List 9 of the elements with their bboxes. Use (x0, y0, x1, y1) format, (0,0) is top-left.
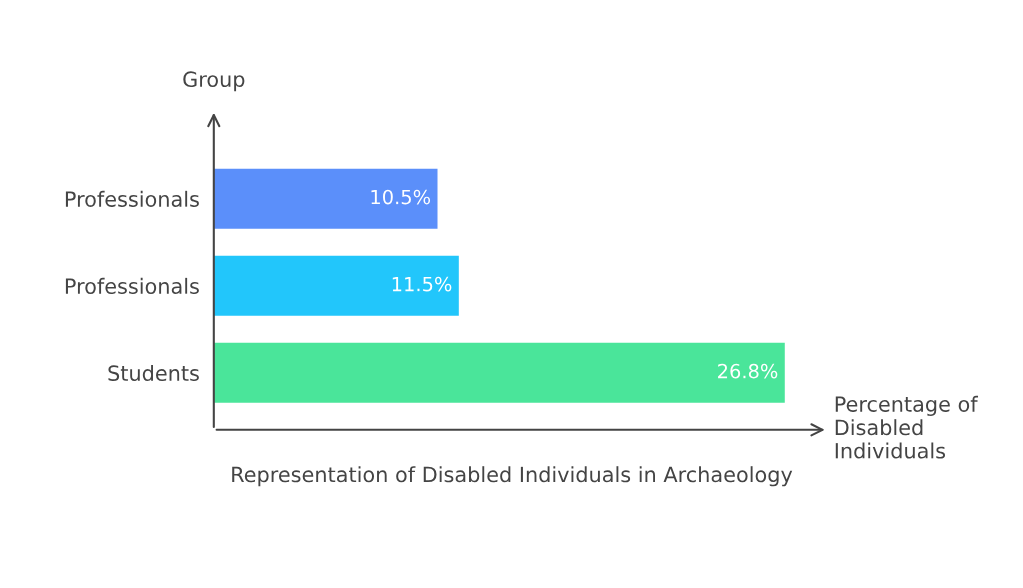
y-tick-label: Students (108, 364, 199, 382)
y-axis-title: Group (183, 71, 245, 92)
y-tick-label: Professionals (65, 277, 199, 294)
data-label: 26.8% (718, 363, 778, 379)
data-label: 11.5% (392, 276, 452, 292)
x-axis-title: Percentage of Disabled Individuals (835, 395, 979, 459)
text: Representation of Disabled Individuals in Archaeology (232, 466, 793, 487)
y-tick-label: Professionals (65, 190, 199, 207)
data-label: 10.5% (371, 189, 431, 205)
